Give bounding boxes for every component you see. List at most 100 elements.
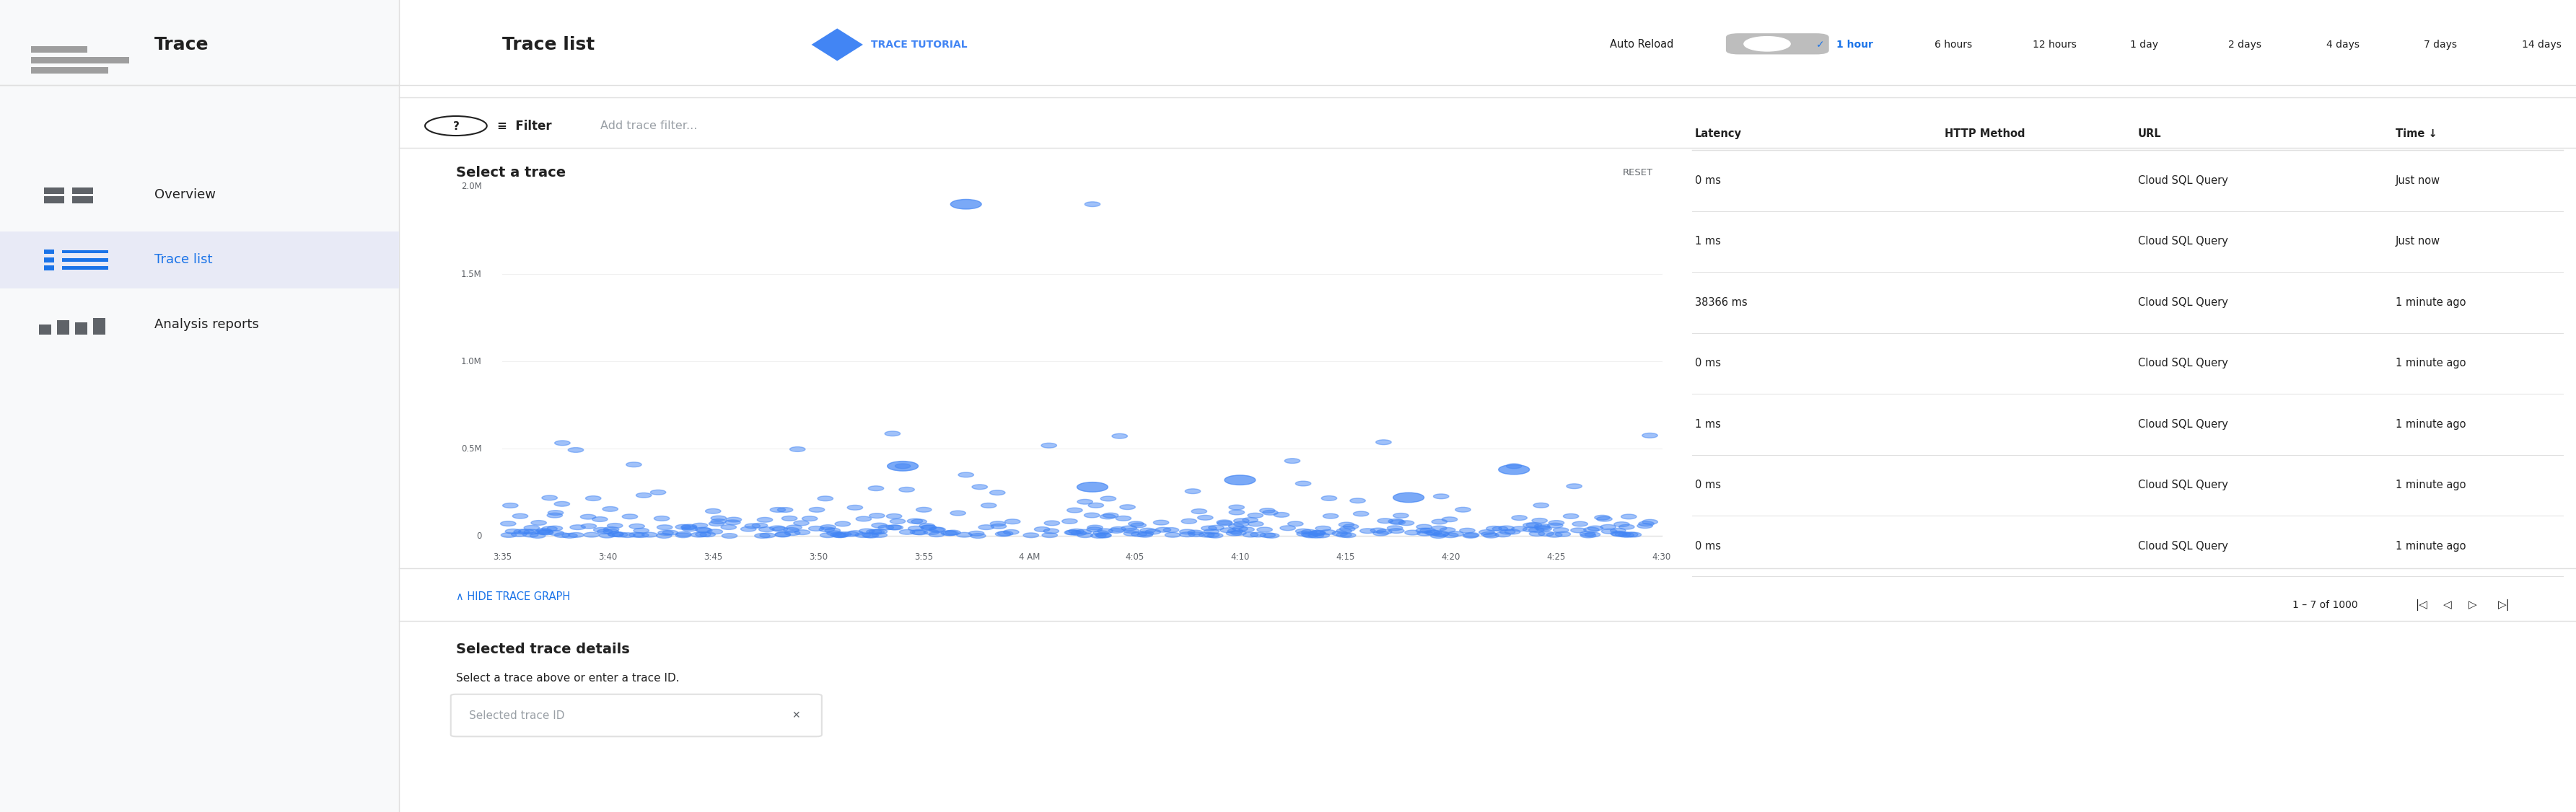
Text: TRACE TUTORIAL: TRACE TUTORIAL [871,40,966,50]
Circle shape [1443,533,1458,538]
Circle shape [603,507,618,512]
Text: 3:55: 3:55 [914,552,933,562]
FancyBboxPatch shape [75,322,88,335]
Circle shape [1262,510,1278,515]
Circle shape [1419,528,1435,533]
Circle shape [608,523,623,528]
Circle shape [1242,533,1257,538]
Circle shape [683,525,698,529]
Circle shape [775,533,791,538]
Text: RESET: RESET [1623,168,1654,178]
Circle shape [832,533,848,538]
Circle shape [533,529,549,534]
Circle shape [582,524,598,529]
Text: Cloud SQL Query: Cloud SQL Query [2138,236,2228,247]
Text: ?: ? [453,121,459,132]
Circle shape [1376,529,1391,534]
Text: |◁: |◁ [2416,599,2427,611]
Circle shape [958,473,974,477]
Circle shape [793,520,809,525]
Circle shape [871,523,886,528]
Text: 4:15: 4:15 [1337,552,1355,562]
Circle shape [1087,503,1103,508]
Circle shape [1141,528,1157,533]
Text: URL: URL [2138,128,2161,140]
FancyBboxPatch shape [1726,33,1829,54]
Circle shape [1208,533,1224,538]
Circle shape [1391,520,1406,525]
Circle shape [1301,532,1316,537]
Circle shape [1234,521,1249,526]
Circle shape [1388,529,1404,533]
Circle shape [971,533,987,538]
Circle shape [760,527,775,532]
Circle shape [523,529,538,534]
Circle shape [1553,528,1569,533]
Circle shape [783,528,799,533]
Circle shape [675,532,690,537]
Circle shape [1337,529,1352,533]
Circle shape [1247,521,1262,526]
Circle shape [1231,530,1247,535]
Circle shape [662,530,677,535]
Circle shape [1077,529,1092,534]
Circle shape [696,527,711,532]
Text: Just now: Just now [2396,236,2439,247]
Circle shape [819,527,835,532]
Circle shape [1448,531,1463,536]
Circle shape [1360,529,1376,533]
Circle shape [878,525,894,530]
Circle shape [1613,532,1628,537]
Circle shape [868,486,884,490]
Circle shape [1273,512,1288,517]
Circle shape [1610,531,1625,536]
Circle shape [569,533,585,538]
Circle shape [536,529,551,533]
Text: Trace list: Trace list [502,36,595,54]
Circle shape [1113,434,1128,438]
Circle shape [1535,525,1551,530]
Circle shape [675,533,690,538]
Circle shape [1061,519,1077,524]
Text: 1 ms: 1 ms [1695,236,1721,247]
Circle shape [1584,532,1600,537]
Circle shape [930,532,945,537]
Circle shape [608,532,623,537]
Text: ▷: ▷ [2468,599,2478,611]
Circle shape [701,532,716,537]
Circle shape [1136,533,1151,538]
Circle shape [1296,481,1311,486]
Text: ≡  Filter: ≡ Filter [497,119,551,132]
Text: 6 hours: 6 hours [1935,40,1973,50]
Circle shape [1208,525,1224,530]
Circle shape [598,529,613,534]
Circle shape [979,525,994,529]
Text: HTTP Method: HTTP Method [1945,128,2025,140]
Circle shape [1066,530,1082,535]
Circle shape [809,526,824,531]
Circle shape [1432,520,1448,525]
Circle shape [1319,529,1334,534]
Text: Latency: Latency [1695,128,1741,140]
Text: 1 minute ago: 1 minute ago [2396,480,2465,490]
Circle shape [912,530,927,535]
Circle shape [603,529,618,534]
Circle shape [1005,519,1020,524]
Circle shape [724,520,739,525]
Circle shape [835,521,850,526]
Circle shape [920,524,935,529]
Text: 3:45: 3:45 [703,552,721,562]
Circle shape [711,519,726,524]
Circle shape [1229,529,1244,533]
Circle shape [992,524,1007,529]
Text: Time ↓: Time ↓ [2396,128,2437,140]
Circle shape [889,525,904,530]
Circle shape [1247,513,1262,518]
Circle shape [837,532,853,537]
Circle shape [917,508,933,512]
Circle shape [956,533,971,538]
Circle shape [757,517,773,522]
Circle shape [1643,520,1659,525]
Circle shape [592,528,608,533]
Circle shape [1115,516,1131,520]
